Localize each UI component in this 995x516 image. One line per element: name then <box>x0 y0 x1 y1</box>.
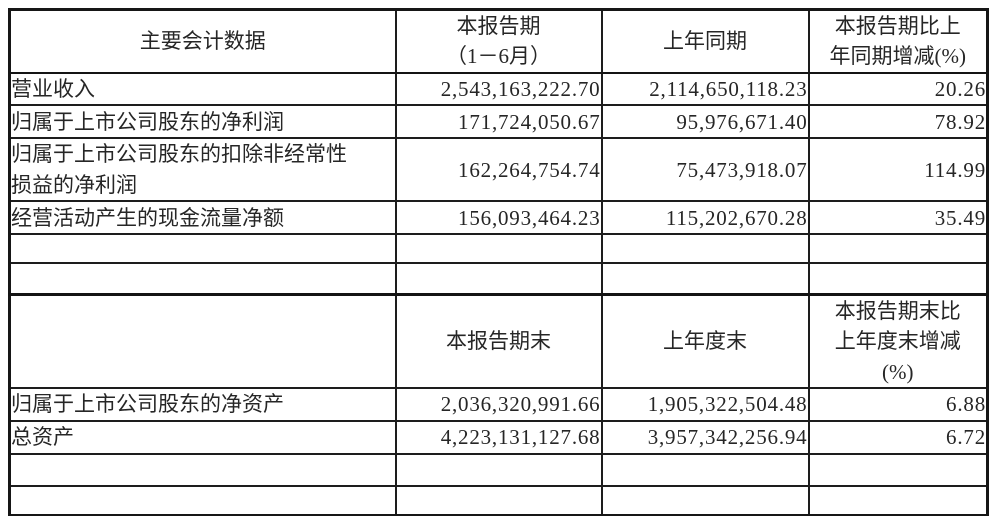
empty-cell <box>394 452 603 487</box>
value-current-period: 2,543,163,222.70 <box>394 71 603 107</box>
row-net-assets-attributable: 归属于上市公司股东的净资产 2,036,320,991.66 1,905,322… <box>8 387 989 422</box>
empty-row <box>8 484 989 516</box>
empty-cell <box>8 452 397 487</box>
value-current-period: 156,093,464.23 <box>394 200 603 236</box>
value-current-period-end: 4,223,131,127.68 <box>394 419 603 455</box>
empty-cell <box>807 262 989 296</box>
header-period-end-change-pct: 本报告期末比 上年度末增减 (%) <box>807 292 989 390</box>
value-prior-year-end: 3,957,342,256.94 <box>600 419 810 455</box>
value-prior-period: 115,202,670.28 <box>600 200 810 236</box>
row-label: 总资产 <box>8 419 397 455</box>
empty-cell <box>8 484 397 516</box>
value-change-pct: 35.49 <box>807 200 989 236</box>
value-change-pct: 78.92 <box>807 104 989 140</box>
empty-cell <box>394 484 603 516</box>
value-prior-period: 95,976,671.40 <box>600 104 810 140</box>
empty-cell <box>8 262 397 296</box>
row-label: 归属于上市公司股东的净利润 <box>8 104 397 140</box>
header-period-change-pct: 本报告期比上 年同期增减(%) <box>807 8 989 74</box>
value-current-period: 162,264,754.74 <box>394 137 603 203</box>
empty-cell <box>394 233 603 265</box>
value-prior-period: 2,114,650,118.23 <box>600 71 810 107</box>
empty-cell <box>600 484 810 516</box>
empty-row <box>8 233 989 265</box>
row-total-assets: 总资产 4,223,131,127.68 3,957,342,256.94 6.… <box>8 419 989 455</box>
empty-cell <box>394 262 603 296</box>
header-prior-period: 上年同期 <box>600 8 810 74</box>
row-label: 归属于上市公司股东的扣除非经常性 损益的净利润 <box>8 137 397 203</box>
row-label: 归属于上市公司股东的净资产 <box>8 387 397 422</box>
header-current-period: 本报告期 （1－6月） <box>394 8 603 74</box>
header-prior-year-end: 上年度末 <box>600 292 810 390</box>
key-accounting-data-table: 主要会计数据 本报告期 （1－6月） 上年同期 本报告期比上 年同期增减(%) … <box>8 8 989 516</box>
value-change-pct: 6.72 <box>807 419 989 455</box>
empty-cell <box>807 452 989 487</box>
empty-cell <box>600 233 810 265</box>
empty-cell <box>807 233 989 265</box>
value-prior-year-end: 1,905,322,504.48 <box>600 387 810 422</box>
empty-cell <box>8 233 397 265</box>
header-main-accounting-data: 主要会计数据 <box>8 8 397 74</box>
value-change-pct: 114.99 <box>807 137 989 203</box>
header-blank <box>8 292 397 390</box>
value-change-pct: 6.88 <box>807 387 989 422</box>
empty-cell <box>600 452 810 487</box>
empty-row <box>8 452 989 487</box>
row-label: 营业收入 <box>8 71 397 107</box>
empty-cell <box>600 262 810 296</box>
row-operating-cash-flow: 经营活动产生的现金流量净额 156,093,464.23 115,202,670… <box>8 200 989 236</box>
period-section-header-row: 主要会计数据 本报告期 （1－6月） 上年同期 本报告期比上 年同期增减(%) <box>8 8 989 74</box>
row-net-profit-attributable: 归属于上市公司股东的净利润 171,724,050.67 95,976,671.… <box>8 104 989 140</box>
empty-row <box>8 262 989 296</box>
value-prior-period: 75,473,918.07 <box>600 137 810 203</box>
period-end-section-header-row: 本报告期末 上年度末 本报告期末比 上年度末增减 (%) <box>8 292 989 390</box>
header-current-period-end: 本报告期末 <box>394 292 603 390</box>
row-label: 经营活动产生的现金流量净额 <box>8 200 397 236</box>
row-operating-revenue: 营业收入 2,543,163,222.70 2,114,650,118.23 2… <box>8 71 989 107</box>
row-net-profit-excl-nonrecurring: 归属于上市公司股东的扣除非经常性 损益的净利润 162,264,754.74 7… <box>8 137 989 203</box>
value-current-period: 171,724,050.67 <box>394 104 603 140</box>
value-change-pct: 20.26 <box>807 71 989 107</box>
value-current-period-end: 2,036,320,991.66 <box>394 387 603 422</box>
empty-cell <box>807 484 989 516</box>
